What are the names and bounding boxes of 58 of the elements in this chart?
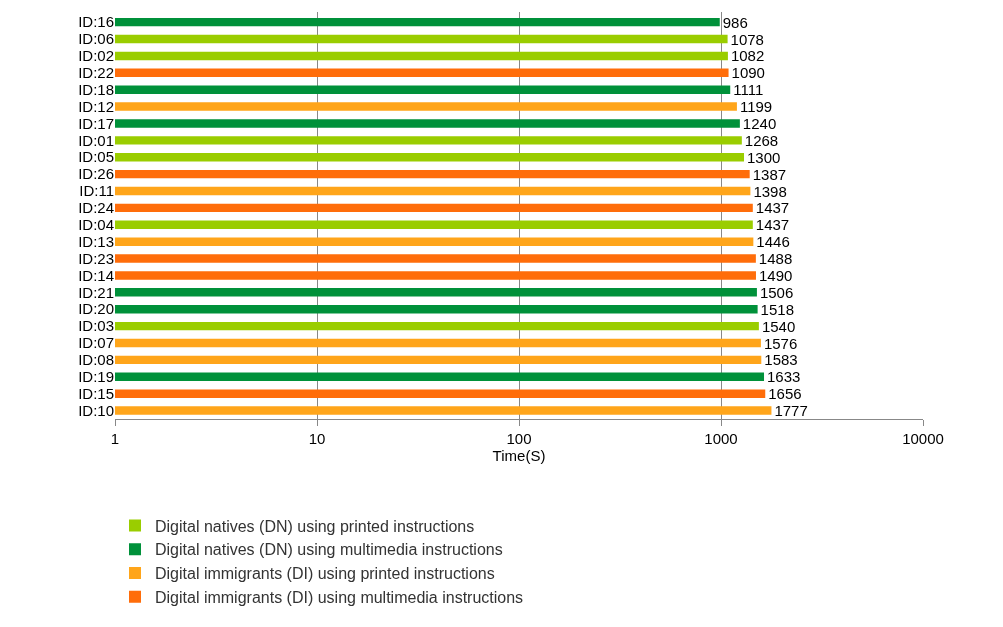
y-tick-label: ID:03 (78, 317, 114, 335)
y-tick-label: ID:17 (78, 114, 114, 132)
y-tick-label: ID:16 (78, 13, 114, 31)
data-label: 1199 (739, 98, 773, 116)
data-label: 1583 (764, 351, 798, 369)
y-tick-label: ID:15 (78, 384, 114, 402)
y-tick-label: ID:26 (78, 165, 114, 183)
data-label: 1387 (752, 165, 787, 183)
x-tick-label: 1 (110, 430, 120, 447)
data-label: 1506 (759, 283, 794, 301)
data-label: 1633 (767, 368, 801, 386)
x-axis-title: Time(S) (492, 447, 546, 464)
y-tick-label: ID:01 (78, 131, 114, 149)
data-label: 1518 (760, 300, 794, 318)
data-label: 986 (722, 13, 748, 31)
y-tick-label: ID:19 (78, 368, 114, 386)
data-label: 1078 (730, 30, 764, 48)
data-label: 1777 (774, 402, 808, 420)
data-label: 1268 (744, 131, 779, 149)
legend-label: Digital natives (DN) using printed instructions (155, 517, 475, 535)
y-tick-label: ID:06 (78, 30, 114, 48)
y-tick-label: ID:13 (78, 232, 114, 250)
x-tick-label: 10000 (902, 430, 944, 447)
data-label: 1656 (768, 385, 802, 403)
y-tick-label: ID:20 (78, 300, 114, 318)
data-label: 1446 (756, 233, 790, 251)
y-tick-label: ID:10 (78, 401, 114, 419)
y-tick-label: ID:05 (78, 148, 114, 166)
x-tick-label: 10 (308, 430, 326, 447)
data-label: 1576 (763, 334, 798, 352)
legend-label: Digital immigrants (DI) using multimedia instructions (155, 589, 524, 607)
y-tick-label: ID:18 (78, 80, 114, 98)
data-label: 1488 (758, 250, 793, 268)
data-label: 1090 (731, 64, 765, 82)
x-tick-label: 1000 (704, 430, 738, 447)
y-tick-label: ID:11 (79, 182, 114, 200)
y-tick-label: ID:08 (78, 351, 114, 369)
data-label: 1398 (753, 182, 787, 200)
y-tick-label: ID:12 (78, 97, 114, 115)
data-label: 1082 (730, 47, 765, 65)
legend-label: Digital immigrants (DI) using printed instructions (155, 565, 495, 583)
y-tick-label: ID:14 (78, 266, 114, 284)
y-tick-label: ID:22 (78, 64, 114, 82)
y-tick-label: ID:21 (78, 283, 114, 301)
y-tick-label: ID:23 (78, 249, 114, 267)
data-label: 1240 (742, 114, 777, 132)
data-label: 1540 (761, 317, 796, 335)
x-tick-label: 100 (506, 430, 532, 447)
y-tick-label: ID:07 (78, 334, 114, 352)
data-label: 1300 (747, 148, 781, 166)
data-label: 1111 (733, 81, 764, 99)
data-label: 1437 (755, 216, 790, 234)
data-label: 1490 (758, 266, 793, 284)
y-tick-label: ID:24 (78, 199, 114, 217)
y-tick-label: ID:02 (78, 47, 114, 65)
y-tick-label: ID:04 (78, 216, 114, 234)
legend-label: Digital natives (DN) using multimedia instructions (155, 541, 503, 559)
data-label: 1437 (755, 199, 790, 217)
